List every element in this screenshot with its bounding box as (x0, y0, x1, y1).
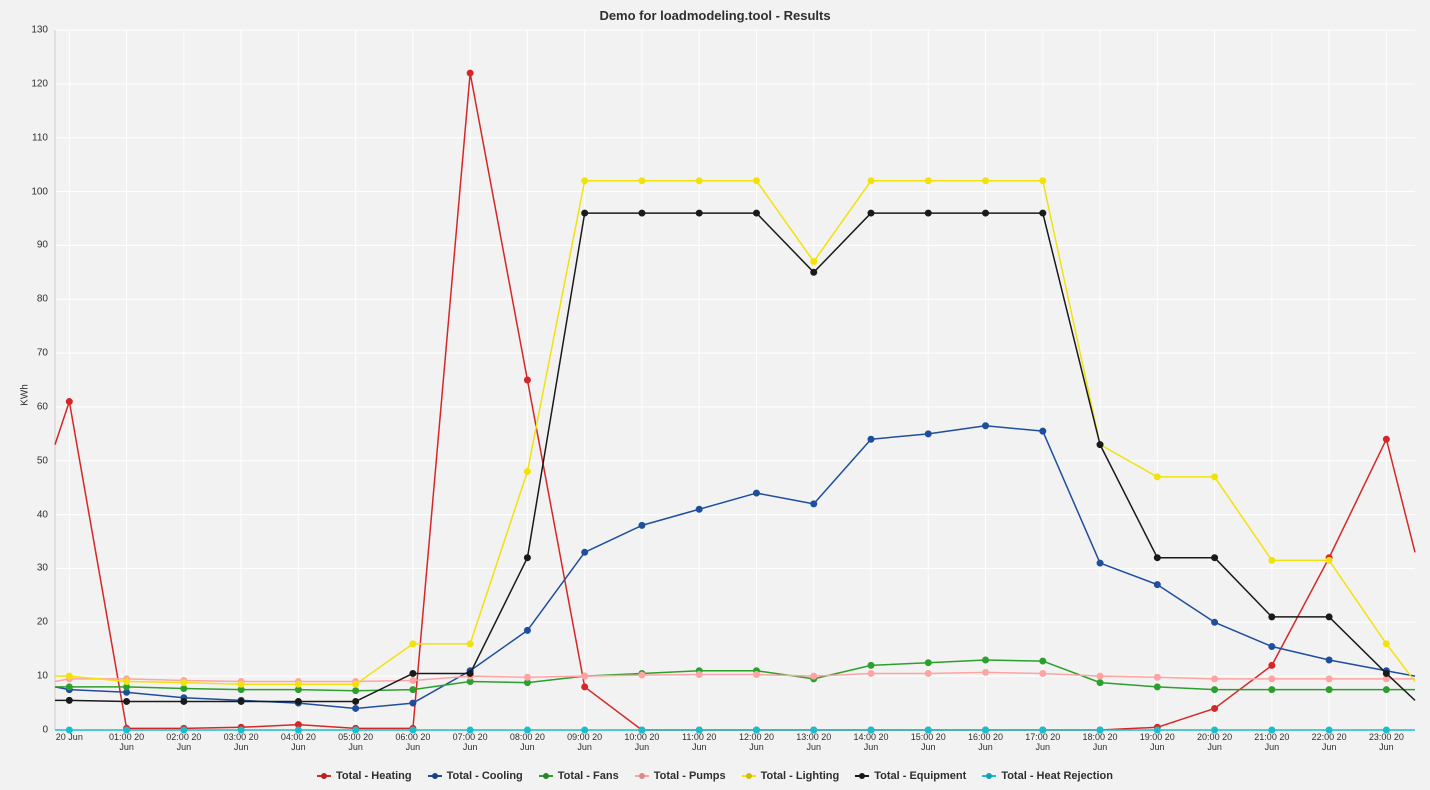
legend-label: Total - Cooling (447, 770, 523, 782)
x-tick-label: 13:00 20Jun (784, 733, 844, 753)
y-tick-label: 70 (18, 348, 48, 359)
x-tick-label: 09:00 20Jun (555, 733, 615, 753)
legend-swatch (635, 775, 649, 777)
legend-label: Total - Lighting (761, 770, 840, 782)
y-tick-label: 40 (18, 509, 48, 520)
x-tick-label: 23:00 20Jun (1356, 733, 1416, 753)
legend-swatch (539, 775, 553, 777)
legend-swatch (317, 775, 331, 777)
y-tick-label: 30 (18, 563, 48, 574)
y-tick-label: 60 (18, 401, 48, 412)
line-chart: Demo for loadmodeling.tool - Results KWh… (0, 0, 1430, 790)
legend-label: Total - Pumps (654, 770, 726, 782)
legend-item[interactable]: Total - Equipment (855, 770, 966, 782)
legend-item[interactable]: Total - Pumps (635, 770, 726, 782)
x-tick-label: 08:00 20Jun (497, 733, 557, 753)
chart-svg (0, 0, 1430, 790)
legend-item[interactable]: Total - Cooling (428, 770, 523, 782)
x-tick-label: 20 Jun (39, 733, 99, 743)
x-tick-label: 01:00 20Jun (97, 733, 157, 753)
y-tick-label: 10 (18, 671, 48, 682)
x-tick-label: 11:00 20Jun (669, 733, 729, 753)
y-tick-label: 20 (18, 617, 48, 628)
x-tick-label: 12:00 20Jun (726, 733, 786, 753)
y-tick-label: 120 (18, 78, 48, 89)
x-tick-label: 16:00 20Jun (956, 733, 1016, 753)
legend-label: Total - Equipment (874, 770, 966, 782)
legend-item[interactable]: Total - Heating (317, 770, 412, 782)
x-tick-label: 17:00 20Jun (1013, 733, 1073, 753)
x-tick-label: 03:00 20Jun (211, 733, 271, 753)
legend: Total - Heating Total - Cooling Total - Fa… (0, 768, 1430, 782)
legend-label: Total - Fans (558, 770, 619, 782)
legend-swatch (855, 775, 869, 777)
y-tick-label: 130 (18, 25, 48, 36)
y-tick-label: 110 (18, 132, 48, 143)
legend-item[interactable]: Total - Heat Rejection (982, 770, 1113, 782)
x-tick-label: 20:00 20Jun (1185, 733, 1245, 753)
x-tick-label: 19:00 20Jun (1127, 733, 1187, 753)
x-tick-label: 04:00 20Jun (268, 733, 328, 753)
x-tick-label: 10:00 20Jun (612, 733, 672, 753)
y-tick-label: 90 (18, 240, 48, 251)
legend-swatch (742, 775, 756, 777)
x-tick-label: 14:00 20Jun (841, 733, 901, 753)
legend-swatch (428, 775, 442, 777)
x-tick-label: 18:00 20Jun (1070, 733, 1130, 753)
y-tick-label: 80 (18, 294, 48, 305)
y-tick-label: 100 (18, 186, 48, 197)
x-tick-label: 22:00 20Jun (1299, 733, 1359, 753)
x-tick-label: 15:00 20Jun (898, 733, 958, 753)
legend-item[interactable]: Total - Lighting (742, 770, 840, 782)
y-tick-label: 50 (18, 455, 48, 466)
legend-item[interactable]: Total - Fans (539, 770, 619, 782)
x-tick-label: 07:00 20Jun (440, 733, 500, 753)
legend-label: Total - Heating (336, 770, 412, 782)
legend-label: Total - Heat Rejection (1001, 770, 1113, 782)
legend-swatch (982, 775, 996, 777)
x-tick-label: 05:00 20Jun (326, 733, 386, 753)
x-tick-label: 21:00 20Jun (1242, 733, 1302, 753)
x-tick-label: 02:00 20Jun (154, 733, 214, 753)
x-tick-label: 06:00 20Jun (383, 733, 443, 753)
